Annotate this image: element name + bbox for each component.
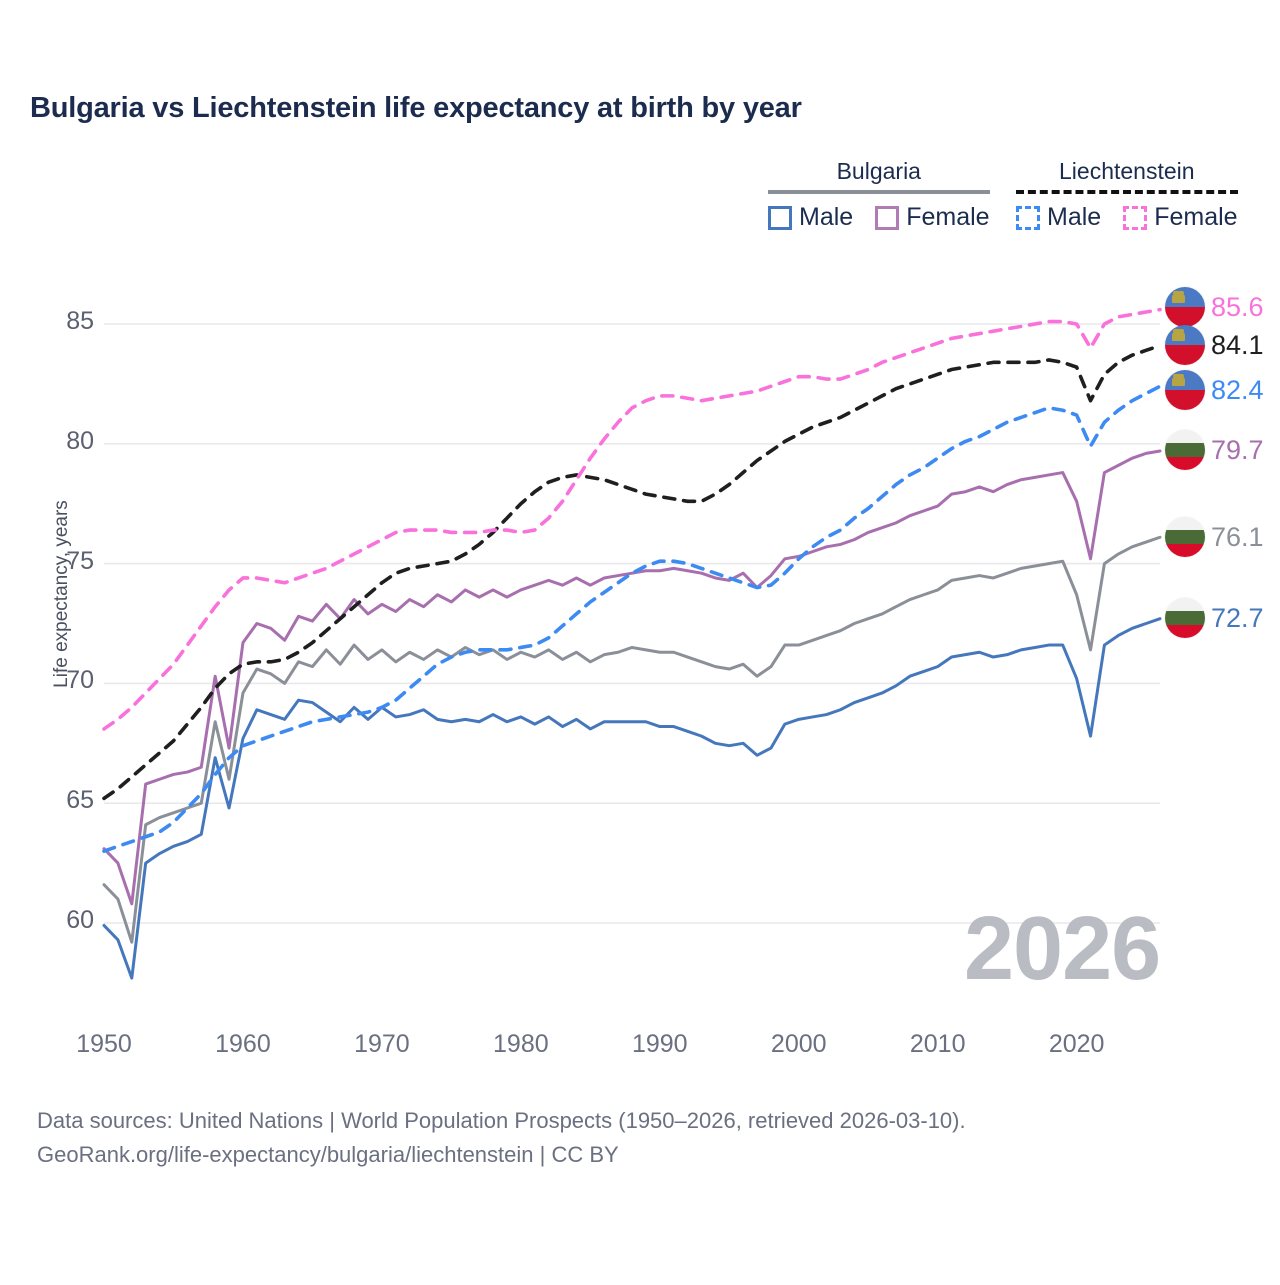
series-line-1 — [102, 535, 1162, 944]
legend-item-liechtenstein-male[interactable]: Male — [1016, 203, 1101, 232]
x-axis-tick: 1980 — [493, 1030, 549, 1058]
x-axis-tick: 1960 — [215, 1030, 271, 1058]
legend-swatch-bulgaria-male-icon — [768, 205, 792, 230]
flag-bulgaria-icon — [1165, 517, 1205, 557]
legend-label-bulgaria-male: Male — [799, 203, 854, 231]
legend-group-bulgaria: Bulgaria Male Female — [768, 158, 990, 232]
crown-icon — [1172, 329, 1185, 341]
series-line-0 — [102, 617, 1162, 980]
legend-label-liechtenstein-male: Male — [1047, 203, 1102, 231]
series-end-label: 76.1 — [1165, 517, 1264, 557]
flag-bulgaria-icon — [1165, 430, 1205, 470]
footer-data-sources: Data sources: United Nations | World Pop… — [37, 1108, 966, 1133]
flag-liechtenstein-icon — [1165, 325, 1205, 365]
y-axis-tick: 70 — [66, 666, 94, 695]
legend-label-liechtenstein-female: Female — [1154, 203, 1238, 231]
y-axis-tick: 60 — [66, 906, 94, 934]
series-end-label: 82.4 — [1165, 370, 1264, 410]
x-axis-tick: 1970 — [354, 1030, 410, 1058]
legend-rule-dashed — [1016, 190, 1238, 194]
series-end-value: 84.1 — [1211, 329, 1264, 360]
flag-bulgaria-icon — [1165, 598, 1205, 638]
series-end-value: 85.6 — [1211, 291, 1264, 322]
series-line-4 — [102, 343, 1162, 801]
series-line-2 — [102, 449, 1162, 906]
y-axis-tick: 75 — [66, 546, 94, 575]
legend-swatch-liechtenstein-female-icon — [1123, 205, 1148, 230]
legend-item-liechtenstein-female[interactable]: Female — [1123, 203, 1238, 232]
x-axis-tick: 2020 — [1048, 1030, 1105, 1058]
y-axis-tick: 85 — [66, 307, 94, 335]
series-end-label: 72.7 — [1165, 598, 1264, 638]
legend-rule-solid — [768, 190, 990, 194]
series-line-3 — [102, 384, 1162, 853]
x-axis-tick: 1990 — [631, 1030, 688, 1058]
series-end-label: 79.7 — [1165, 430, 1264, 470]
series-end-value: 72.7 — [1211, 602, 1264, 633]
watermark-year: 2026 — [964, 899, 1161, 999]
series-end-label: 85.6 — [1165, 287, 1264, 327]
footer: Data sources: United Nations | World Pop… — [37, 1104, 966, 1172]
crown-icon — [1172, 291, 1185, 303]
legend-swatch-bulgaria-female-icon — [875, 205, 900, 230]
x-axis-tick: 2010 — [909, 1030, 966, 1058]
legend-swatch-liechtenstein-male-icon — [1016, 205, 1040, 230]
series-end-label: 84.1 — [1165, 325, 1264, 365]
crown-icon — [1172, 374, 1185, 386]
y-axis-tick: 65 — [66, 786, 94, 815]
flag-liechtenstein-icon — [1165, 370, 1205, 410]
x-axis-tick: 2000 — [770, 1030, 827, 1058]
legend-item-bulgaria-female[interactable]: Female — [875, 203, 990, 232]
series-end-value: 79.7 — [1211, 434, 1264, 465]
legend-country-label-bulgaria: Bulgaria — [836, 158, 921, 184]
series-line-5 — [102, 307, 1162, 731]
legend-group-liechtenstein: Liechtenstein Male Female — [1016, 158, 1238, 232]
chart-legend: Bulgaria Male Female Liechtenstein Male … — [0, 158, 1250, 244]
series-end-value: 76.1 — [1211, 521, 1264, 552]
y-axis-tick: 80 — [66, 426, 94, 455]
flag-liechtenstein-icon — [1165, 287, 1205, 327]
legend-country-label-liechtenstein: Liechtenstein — [1059, 158, 1195, 184]
series-end-value: 82.4 — [1211, 374, 1264, 405]
footer-attribution: GeoRank.org/life-expectancy/bulgaria/lie… — [37, 1142, 619, 1168]
page-title: Bulgaria vs Liechtenstein life expectanc… — [30, 92, 802, 124]
x-axis-tick: 1950 — [76, 1030, 132, 1058]
legend-label-bulgaria-female: Female — [906, 203, 990, 231]
legend-item-bulgaria-male[interactable]: Male — [768, 203, 853, 232]
